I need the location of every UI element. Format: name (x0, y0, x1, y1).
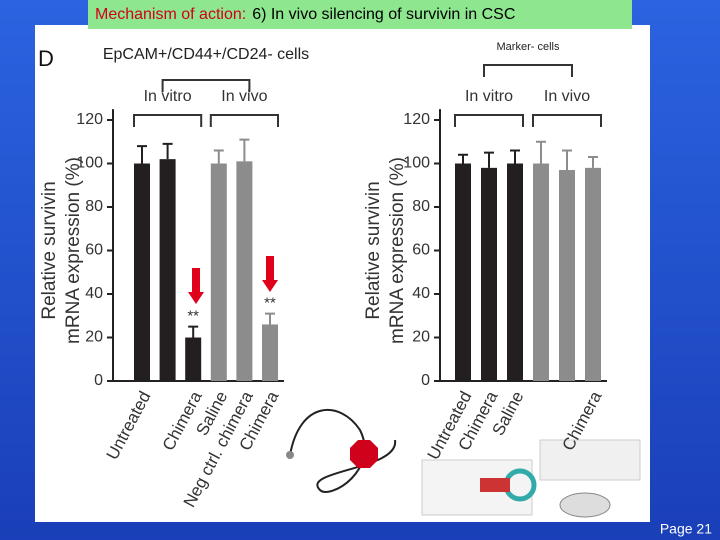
strand (480, 478, 510, 492)
y-tick-label: 40 (412, 285, 430, 302)
bar (185, 337, 202, 381)
bar (134, 163, 150, 381)
group-bracket (454, 114, 524, 127)
bar (262, 324, 278, 381)
group-bracket (532, 114, 602, 127)
title-rest: 6) In vivo silencing of survivin in CSC (252, 6, 515, 23)
y-tick-label: 60 (412, 242, 430, 259)
significance: ** (264, 295, 276, 312)
arrow-shaft (266, 256, 274, 282)
mouse (559, 492, 611, 518)
group-label: In vitro (465, 88, 513, 105)
y-tick-label: 0 (421, 372, 430, 389)
error-bar (510, 149, 520, 164)
group-label: In vivo (221, 88, 267, 105)
group-title: Marker- cells (497, 41, 560, 53)
bar (507, 163, 523, 381)
slide-title: Mechanism of action: 6) In vivo silencing… (95, 6, 515, 23)
y-axis-label: mRNA expression (%) (387, 157, 408, 344)
bar (159, 159, 176, 381)
bar (455, 163, 471, 381)
y-axis-label: mRNA expression (%) (63, 157, 84, 344)
bar (210, 163, 227, 381)
bar (236, 161, 253, 381)
y-tick-label: 20 (412, 329, 430, 346)
y-tick-label: 100 (403, 155, 430, 172)
y-tick-label: 20 (85, 329, 103, 346)
error-bar (588, 155, 598, 168)
error-bar (458, 153, 468, 164)
error-bar (137, 145, 147, 164)
arrow-head (188, 292, 204, 304)
y-tick-label: 60 (85, 242, 103, 259)
group-bracket (133, 114, 203, 127)
bar (481, 167, 497, 381)
y-tick-label: 40 (85, 285, 103, 302)
bar (559, 170, 575, 381)
targeting-panel (539, 439, 641, 481)
panel-label: D (38, 46, 54, 71)
stop-sign (350, 440, 378, 468)
aptamer-diagram (421, 459, 533, 516)
y-tick-label: 100 (76, 155, 103, 172)
y-tick-label: 80 (412, 198, 430, 215)
group-title: EpCAM+/CD44+/CD24- cells (103, 46, 309, 63)
error-bar (536, 140, 546, 164)
bar (533, 163, 549, 381)
arrows (188, 256, 278, 304)
error-bar (265, 312, 275, 325)
significance: ** (187, 308, 199, 325)
error-bar (188, 325, 199, 338)
page-number: Page 21 (660, 521, 712, 537)
illustration (286, 408, 641, 518)
group-bracket (209, 114, 279, 127)
y-tick-label: 80 (85, 198, 103, 215)
group-label: In vitro (144, 88, 192, 105)
group-label: In vivo (544, 88, 590, 105)
y-axis-label: Relative survivin (363, 181, 384, 319)
y-axis-label: Relative survivin (39, 181, 60, 319)
rna-strand (289, 408, 397, 493)
bead (286, 451, 294, 459)
error-bar (484, 151, 494, 168)
error-bar (162, 142, 173, 160)
y-tick-label: 120 (403, 111, 430, 128)
top-bracket (161, 79, 251, 92)
title-box (88, 0, 632, 29)
arrow-head (262, 280, 278, 292)
error-bar (239, 138, 250, 162)
arrow-shaft (192, 268, 200, 294)
error-bar (562, 149, 572, 171)
top-bracket (483, 64, 573, 77)
bar (585, 167, 601, 381)
y-tick-label: 120 (76, 111, 103, 128)
y-tick-label: 0 (94, 372, 103, 389)
title-lead: Mechanism of action: (95, 6, 246, 23)
error-bar (213, 149, 224, 164)
